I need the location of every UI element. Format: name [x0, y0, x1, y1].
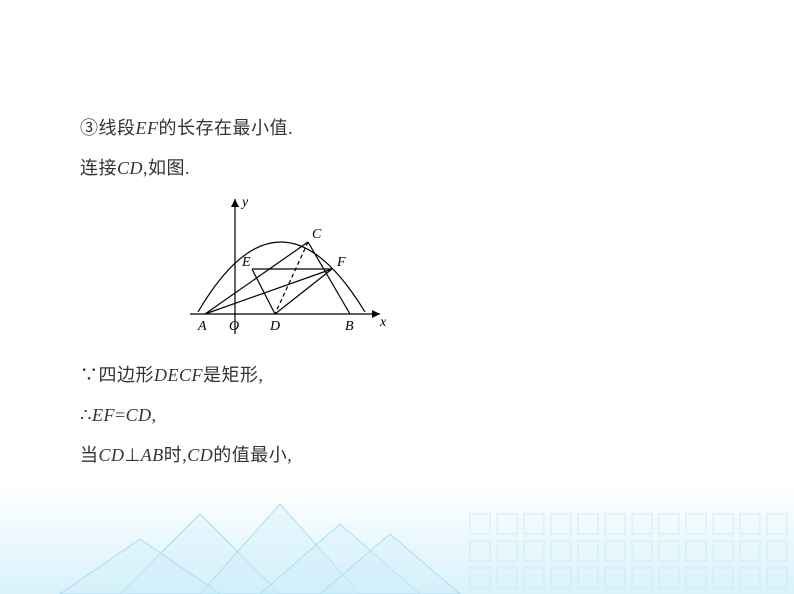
txt: 的最小值是2.: [333, 485, 440, 505]
content-block: ③线段EF的长存在最小值. 连接CD,如图. AODBECFxy ∵四边形DEC…: [80, 110, 680, 517]
var-ef: EF: [136, 118, 159, 138]
figure-svg: A O D B E CFx y: [180, 194, 390, 344]
svg-text:A: A: [197, 319, 207, 334]
var-cd: CD: [99, 445, 125, 465]
line-3: ∵四边形DECF是矩形,: [80, 357, 680, 393]
txt: 是矩形,: [203, 365, 264, 385]
line-5: 当CD⊥AB时,CD的值最小,: [80, 437, 680, 473]
txt: 时,: [164, 445, 188, 465]
var-ef: EF: [92, 405, 115, 425]
txt: ∴: [80, 405, 92, 425]
line-2: 连接CD,如图.: [80, 150, 680, 186]
txt: ③线段: [80, 118, 136, 138]
var-cd: CD: [126, 405, 152, 425]
txt: ⊥: [125, 445, 141, 465]
svg-text:O: O: [229, 319, 239, 334]
txt: ∵: [80, 485, 92, 505]
var-ef: EF: [310, 485, 333, 505]
var-c: C: [92, 485, 105, 505]
txt: (3,2),∴: [104, 485, 158, 505]
var-cd: CD: [187, 445, 213, 465]
txt: ,如图.: [143, 158, 190, 178]
svg-text:D: D: [269, 319, 280, 334]
var-decf: DECF: [154, 365, 203, 385]
svg-text:y: y: [240, 195, 249, 210]
svg-text:F: F: [336, 255, 346, 270]
line-6: ∵C(3,2),∴CD的最小值为2,∴EF的最小值是2.: [80, 477, 680, 513]
svg-text:x: x: [379, 315, 387, 330]
txt: 的长存在最小值.: [159, 118, 294, 138]
txt: 的最小值为2,∴: [184, 485, 310, 505]
var-cd: CD: [158, 485, 184, 505]
txt: 的值最小,: [213, 445, 292, 465]
svg-text:C: C: [312, 227, 322, 242]
txt: =: [115, 405, 126, 425]
geometry-figure: A O D B E CFx y: [180, 194, 680, 349]
txt: ∵四边形: [80, 365, 154, 385]
line-1: ③线段EF的长存在最小值.: [80, 110, 680, 146]
svg-text:B: B: [345, 319, 354, 334]
txt: ,: [152, 405, 157, 425]
var-cd: CD: [117, 158, 143, 178]
line-4: ∴EF=CD,: [80, 397, 680, 433]
txt: 当: [80, 445, 99, 465]
var-ab: AB: [141, 445, 164, 465]
svg-text:E: E: [241, 255, 251, 270]
txt: 连接: [80, 158, 117, 178]
